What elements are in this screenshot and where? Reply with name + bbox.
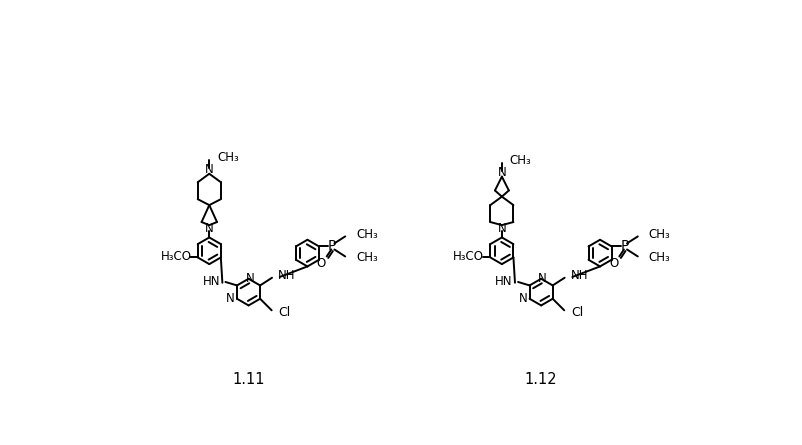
Text: CH₃: CH₃ — [356, 251, 378, 264]
Text: N: N — [497, 166, 506, 179]
Text: N: N — [497, 222, 506, 235]
Text: N: N — [245, 272, 254, 285]
Text: Cl: Cl — [571, 306, 583, 319]
Text: CH₃: CH₃ — [356, 228, 378, 241]
Text: N: N — [519, 292, 527, 305]
Text: CH₃: CH₃ — [217, 151, 239, 164]
Text: O: O — [610, 257, 618, 270]
Text: HN: HN — [495, 275, 512, 288]
Text: Cl: Cl — [278, 306, 291, 319]
Text: CH₃: CH₃ — [649, 251, 670, 264]
Text: N: N — [538, 272, 547, 285]
Text: CH₃: CH₃ — [649, 228, 670, 241]
Text: NH: NH — [571, 269, 589, 282]
Text: CH₃: CH₃ — [509, 154, 532, 167]
Text: N: N — [205, 163, 213, 176]
Text: O: O — [317, 257, 326, 270]
Text: 1.11: 1.11 — [233, 372, 265, 387]
Text: N: N — [226, 292, 235, 305]
Text: 1.12: 1.12 — [525, 372, 557, 387]
Text: H₃CO: H₃CO — [160, 250, 192, 263]
Text: P: P — [621, 239, 629, 253]
Text: HN: HN — [203, 275, 220, 288]
Text: P: P — [328, 239, 336, 253]
Text: NH: NH — [278, 269, 296, 282]
Text: H₃CO: H₃CO — [453, 250, 484, 263]
Text: N: N — [205, 222, 213, 235]
